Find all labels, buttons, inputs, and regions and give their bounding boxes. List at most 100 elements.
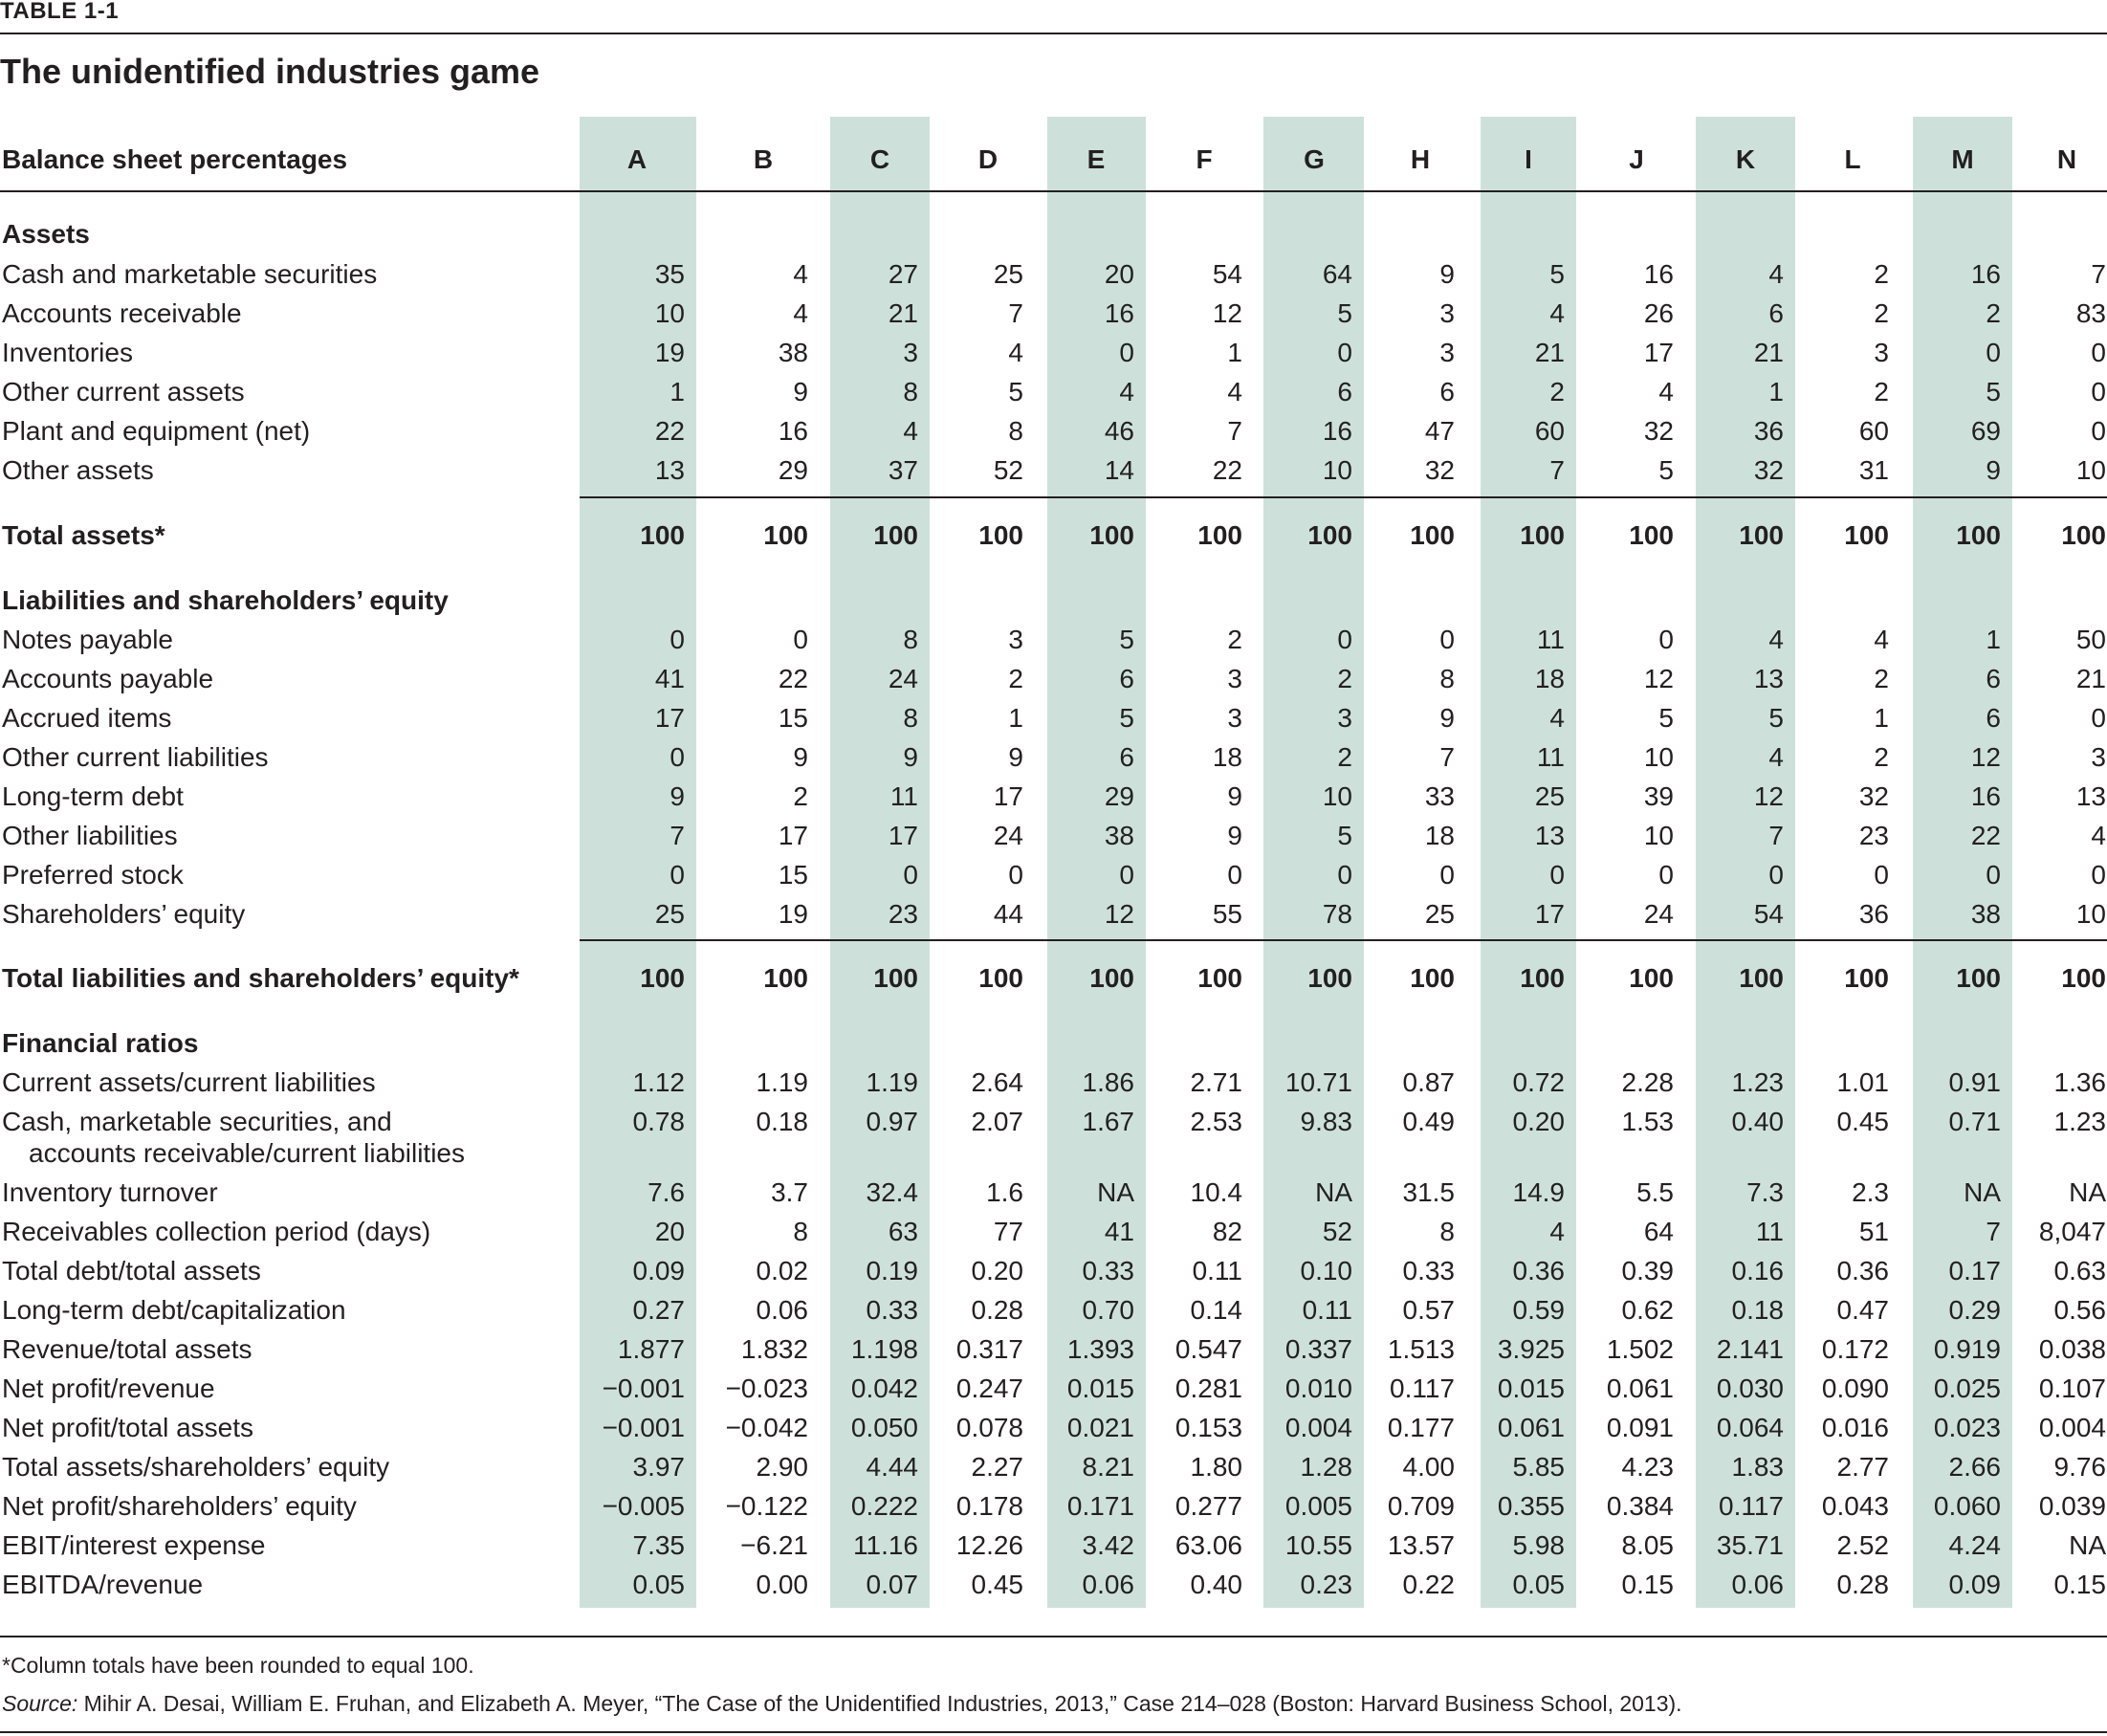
data-cell: 0.36 [1512, 1256, 1566, 1286]
data-cell: 7.6 [647, 1177, 685, 1207]
data-cell: 3 [1227, 703, 1242, 733]
row-label: Preferred stock [2, 860, 184, 890]
data-cell: 52 [993, 455, 1023, 485]
data-cell: 7 [1549, 455, 1565, 485]
data-cell: 0.709 [1387, 1491, 1455, 1521]
data-cell: 2 [1874, 742, 1889, 772]
total-row-label: Total liabilities and shareholders’ equi… [2, 963, 519, 993]
data-cell: 1.23 [2053, 1107, 2107, 1136]
data-cell: 0.06 [1731, 1570, 1785, 1599]
data-cell: 0.10 [1300, 1256, 1353, 1286]
data-cell: 0.030 [1716, 1373, 1784, 1403]
data-cell: 9.83 [1300, 1107, 1353, 1136]
row-label: Inventory turnover [2, 1177, 218, 1207]
data-cell: 16 [1322, 416, 1352, 446]
data-cell: 82 [1212, 1217, 1242, 1246]
data-cell: 1.28 [1300, 1452, 1353, 1482]
data-cell: 0.40 [1731, 1107, 1785, 1136]
data-cell: 69 [1970, 416, 2001, 446]
data-cell: 12 [1643, 664, 1674, 693]
data-cell: 0.039 [2038, 1491, 2106, 1521]
data-cell: 5.98 [1512, 1530, 1566, 1560]
data-cell: −0.122 [725, 1491, 808, 1521]
data-cell: 0 [1986, 860, 2001, 890]
data-cell: 1.80 [1190, 1452, 1243, 1482]
data-cell: 2.71 [1190, 1067, 1243, 1097]
data-cell: 0.71 [1948, 1107, 2002, 1136]
data-cell: 41 [1104, 1217, 1134, 1246]
data-cell: 0.63 [2053, 1256, 2107, 1286]
data-cell: 0.49 [1402, 1107, 1456, 1136]
data-cell: −0.042 [725, 1413, 808, 1442]
column-header-n: N [2056, 144, 2077, 174]
data-cell: 0.178 [955, 1491, 1023, 1521]
row-label: Accounts receivable [2, 298, 242, 328]
data-cell: 8 [793, 1217, 808, 1246]
data-cell: −6.21 [740, 1530, 808, 1560]
data-cell: 2 [793, 781, 808, 811]
data-cell: 5 [1119, 625, 1134, 654]
data-cell: 0.078 [955, 1413, 1023, 1442]
source-note: Source: Mihir A. Desai, William E. Fruha… [2, 1691, 1682, 1717]
data-cell: 3.42 [1082, 1530, 1135, 1560]
data-cell: 3.7 [771, 1177, 808, 1207]
data-cell: 0.39 [1621, 1256, 1675, 1286]
data-cell: 0.56 [2053, 1295, 2107, 1325]
data-cell: 9.76 [2053, 1452, 2107, 1482]
row-label: Cash and marketable securities [2, 259, 378, 289]
data-cell: 0 [2091, 377, 2106, 407]
data-cell: 0.06 [756, 1295, 809, 1325]
column-header-h: H [1410, 144, 1431, 174]
column-band [1481, 117, 1576, 1608]
data-cell: 5 [1768, 703, 1784, 733]
total-cell: 100 [978, 963, 1023, 993]
column-band [580, 117, 696, 1608]
data-cell: 0.11 [1192, 1256, 1242, 1286]
data-cell: 22 [1970, 821, 2001, 850]
data-cell: 0.153 [1174, 1413, 1242, 1442]
data-cell: 31 [1858, 455, 1889, 485]
row-label: EBITDA/revenue [2, 1570, 204, 1599]
column-band [1263, 117, 1364, 1608]
data-cell: 0.20 [1512, 1107, 1566, 1136]
data-cell: 1.12 [632, 1067, 686, 1097]
data-cell: 2.27 [971, 1452, 1024, 1482]
data-cell: NA [2069, 1177, 2106, 1207]
row-label: Total debt/total assets [2, 1256, 261, 1286]
data-cell: 4 [1658, 377, 1674, 407]
row-label: Shareholders’ equity [2, 899, 246, 929]
data-cell: 3 [903, 338, 918, 367]
data-cell: 2 [1986, 298, 2001, 328]
row-label: Revenue/total assets [2, 1334, 252, 1364]
data-cell: 0.09 [1948, 1570, 2002, 1599]
data-cell: 25 [993, 259, 1023, 289]
data-cell: 5.85 [1512, 1452, 1566, 1482]
data-cell: 0.117 [1390, 1373, 1455, 1403]
data-cell: 6 [1768, 298, 1784, 328]
row-label: Net profit/shareholders’ equity [2, 1491, 357, 1521]
data-cell: 77 [993, 1217, 1023, 1246]
data-cell: NA [2069, 1530, 2106, 1560]
data-cell: 0.107 [2038, 1373, 2106, 1403]
data-cell: 4 [793, 298, 808, 328]
data-cell: 17 [993, 781, 1023, 811]
data-cell: 0.18 [756, 1107, 809, 1136]
data-cell: 54 [1212, 259, 1242, 289]
data-cell: 0 [1439, 625, 1455, 654]
data-cell: 1.513 [1387, 1334, 1455, 1364]
total-cell: 100 [873, 520, 918, 550]
data-cell: 0.05 [1512, 1570, 1566, 1599]
data-cell: 29 [778, 455, 808, 485]
data-cell: 9 [1439, 259, 1455, 289]
data-cell: 0.33 [866, 1295, 919, 1325]
top-rule [0, 33, 2107, 34]
data-cell: 54 [1753, 899, 1784, 929]
data-cell: 0.004 [1284, 1413, 1352, 1442]
data-cell: 32 [1753, 455, 1784, 485]
data-cell: 6 [1986, 703, 2001, 733]
data-cell: 36 [1753, 416, 1784, 446]
data-cell: 2 [1008, 664, 1023, 693]
data-cell: 64 [1322, 259, 1352, 289]
data-cell: 27 [888, 259, 918, 289]
data-cell: 0 [669, 625, 685, 654]
